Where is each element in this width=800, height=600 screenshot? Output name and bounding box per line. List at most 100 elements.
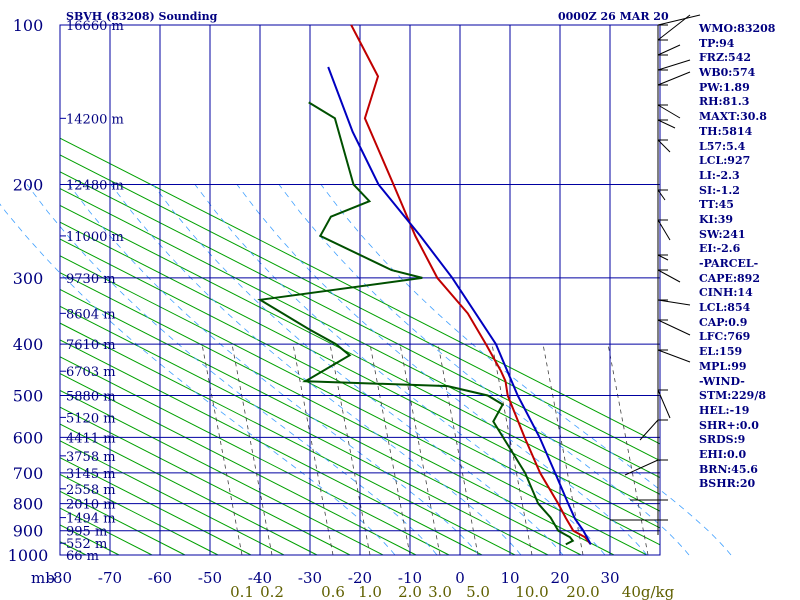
dry-adiabat (59, 373, 417, 556)
valid-time: 0000Z 26 MAR 20 (558, 10, 669, 23)
index-item: LI:-2.3 (699, 168, 740, 182)
mixing-ratio-label: 1.0 (358, 583, 382, 600)
height-label: 12480 m (66, 179, 124, 194)
index-item: WMO:83208 (699, 22, 776, 35)
moist-adiabat (236, 184, 648, 556)
mixing-ratio-labels: 0.1 0.2 0.6 1.0 2.0 3.0 5.0 10.0 20.0 40g/kg (230, 583, 675, 600)
temperature-tick-label: 0 (455, 569, 465, 587)
index-item: L57:5.4 (699, 139, 746, 153)
dry-adiabat (59, 524, 120, 556)
temperature-tick-label: -80 (48, 569, 72, 587)
moist-adiabat (0, 203, 396, 556)
temperature-tick-label: 20 (550, 569, 569, 587)
pressure-tick-label: 700 (13, 464, 44, 483)
index-item: TT:45 (699, 198, 734, 212)
chart-title: SBVH (83208) Sounding (66, 10, 218, 23)
moist-adiabat (194, 184, 606, 556)
wind-barbs (610, 14, 701, 535)
wind-barb (657, 189, 666, 201)
index-item: LCL:854 (699, 301, 751, 315)
mixing-ratio-line (329, 344, 371, 556)
height-label: 5880 m (66, 389, 116, 404)
dewpoint-profile (257, 101, 575, 546)
wind-barb (657, 14, 701, 26)
parcel-profile (327, 66, 592, 545)
height-label: 6703 m (66, 365, 116, 380)
index-item: FRZ:542 (699, 51, 752, 65)
wind-barb (657, 14, 691, 41)
dry-adiabat (59, 423, 318, 556)
mixing-ratio-label: 20.0 (566, 583, 599, 600)
index-item: TH:5814 (699, 124, 753, 138)
dry-adiabat (59, 356, 450, 556)
mixing-ratio-line (399, 344, 441, 556)
pressure-tick-label: 500 (13, 386, 44, 405)
height-label: 16660 m (66, 19, 124, 34)
mixing-ratio-label: 0.1 (230, 583, 254, 600)
temperature-tick-label: -60 (148, 569, 172, 587)
index-item: TP:94 (699, 36, 735, 50)
mixing-ratio-label: 3.0 (428, 583, 452, 600)
height-label: 4411 m (66, 431, 116, 446)
mixing-ratio-label: 10.0 (515, 583, 548, 600)
temperature-tick-label: -10 (398, 569, 422, 587)
index-item: STM:229/8 (699, 389, 766, 403)
index-item: BRN:45.6 (699, 462, 758, 476)
x-tick-labels: -80 -70 -60 -50 -40 -30 -20 -10 0 10 20 30 (48, 569, 620, 587)
height-label: 552 m (66, 537, 107, 552)
mixing-ratio-label: 0.6 (321, 583, 345, 600)
wind-barb (657, 389, 671, 419)
height-label: 9730 m (66, 272, 116, 287)
wind-barb (657, 349, 691, 363)
moist-adiabat (110, 184, 522, 556)
plot-frame (59, 24, 661, 556)
dry-adiabat (59, 305, 549, 556)
index-item: MPL:99 (699, 359, 747, 373)
pressure-tick-label: 100 (13, 16, 44, 35)
index-item: RH:81.3 (699, 95, 750, 109)
wind-barb (657, 119, 676, 129)
moist-adiabat (278, 184, 690, 556)
dry-adiabat (59, 440, 285, 556)
height-label: 3145 m (66, 467, 116, 482)
height-label: 5120 m (66, 411, 116, 426)
temperature-tick-label: -40 (248, 569, 272, 587)
height-label: 2010 m (66, 498, 116, 513)
dry-adiabat (59, 339, 483, 556)
index-item: SRDS:9 (699, 433, 746, 447)
height-label: 66 m (66, 549, 99, 564)
wind-barb (657, 139, 671, 153)
index-item: EL:159 (699, 345, 743, 359)
grid-lines (59, 24, 661, 556)
height-label: 995 m (66, 525, 107, 540)
height-label: 1494 m (66, 512, 116, 527)
mixing-ratio-line (292, 344, 334, 556)
index-item: PW:1.89 (699, 80, 750, 94)
temperature-tick-label: -30 (298, 569, 322, 587)
mixing-ratio-line (607, 344, 649, 556)
wind-barb (657, 104, 681, 119)
height-label: 2558 m (66, 483, 116, 498)
wind-barb (657, 299, 691, 306)
height-label: 3758 m (66, 450, 116, 465)
wind-barb (639, 419, 659, 441)
wind-barb (657, 71, 691, 86)
index-item: HEL:-19 (699, 403, 750, 417)
index-item: BSHR:20 (699, 477, 756, 491)
temperature-tick-label: -70 (98, 569, 122, 587)
dry-adiabat (59, 474, 219, 556)
moist-adiabat (152, 184, 564, 556)
dry-adiabat (59, 322, 516, 556)
pressure-tick-label: 300 (13, 269, 44, 288)
index-item: KI:39 (699, 212, 734, 226)
dry-adiabat (59, 490, 186, 556)
moist-adiabat (320, 184, 732, 556)
height-label: 8604 m (66, 307, 116, 322)
temperature-tick-label: -50 (198, 569, 222, 587)
pressure-tick-label: 800 (13, 495, 44, 514)
pressure-tick-label: 600 (13, 428, 44, 447)
height-labels: 16660 m 14200 m 12480 m 11000 m 9730 m 8604 m… (66, 19, 124, 564)
index-item: LFC:769 (699, 330, 751, 344)
dry-adiabat (59, 272, 615, 556)
